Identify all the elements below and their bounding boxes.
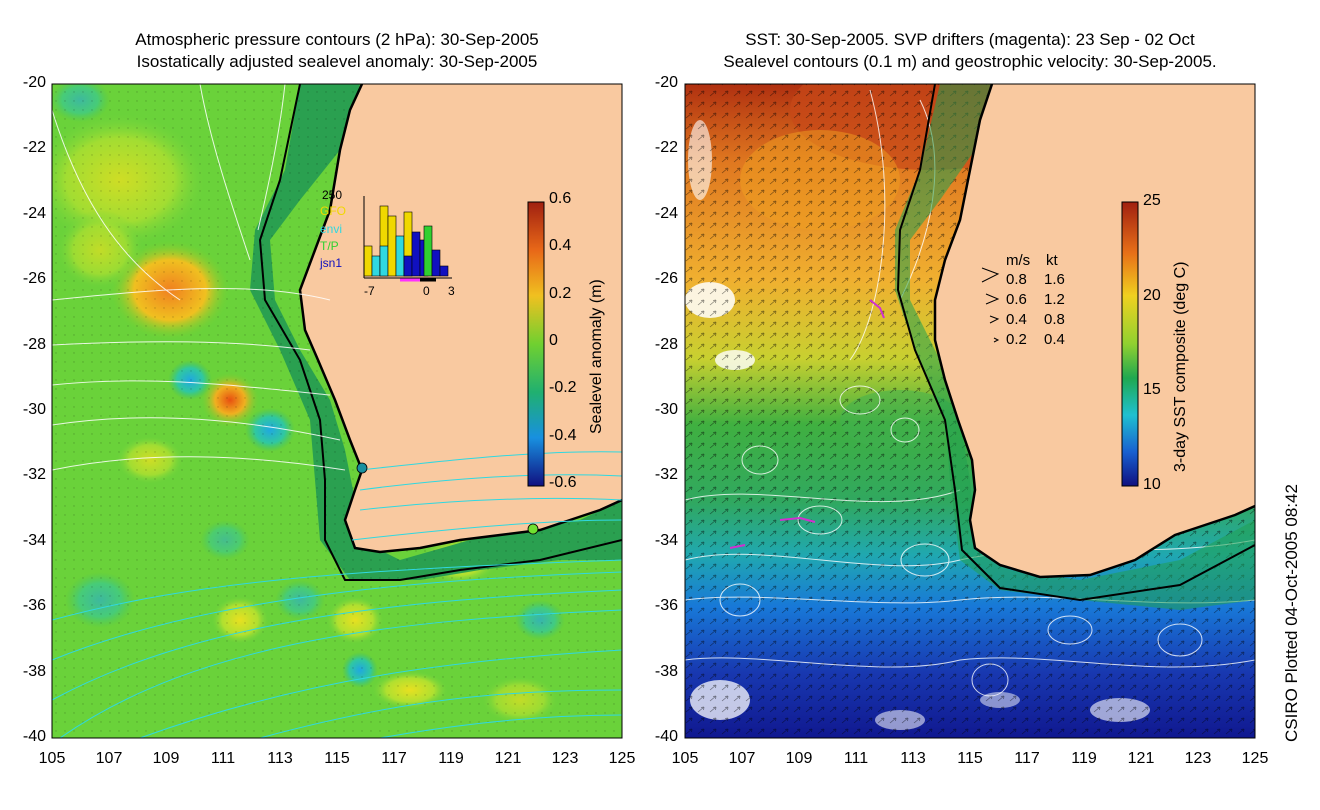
- vel-header-ms: m/s: [1006, 252, 1031, 269]
- right-ytick-10: -40: [654, 728, 678, 745]
- right-xtick-5: 115: [957, 750, 983, 767]
- left-ytick-5: -30: [22, 401, 46, 418]
- left-cb-tick-5: -0.4: [549, 426, 577, 444]
- left-ytick-8: -36: [22, 597, 46, 615]
- left-colorbar-label: Sealevel anomaly (m): [588, 279, 605, 434]
- left-ytick-9: -38: [22, 662, 46, 680]
- left-xtick-10: 125: [608, 750, 636, 767]
- sat-axis-left: -7: [364, 284, 375, 298]
- right-ytick-9: -38: [654, 662, 678, 680]
- right-cb-tick-1: 20: [1143, 286, 1161, 304]
- right-ytick-3: -26: [654, 270, 678, 288]
- right-ytick-1: -22: [654, 139, 678, 157]
- vel-row-2-ms: 0.6: [1006, 291, 1027, 308]
- left-colorbar: [527, 201, 545, 487]
- left-xtick-5: 115: [324, 750, 350, 767]
- vel-row-4-kt: 0.4: [1044, 331, 1065, 348]
- vel-row-1-ms: 0.8: [1006, 271, 1027, 288]
- right-ytick-2: -24: [654, 204, 678, 222]
- right-cb-tick-2: 15: [1143, 381, 1161, 399]
- left-title-line2: Isostatically adjusted sealevel anomaly:…: [136, 52, 538, 71]
- left-xtick-2: 109: [152, 750, 180, 767]
- right-colorbar: [1121, 201, 1139, 487]
- right-xtick-9: 123: [1184, 750, 1212, 767]
- vel-row-2-kt: 1.2: [1044, 291, 1065, 308]
- left-xtick-9: 123: [551, 750, 579, 767]
- left-xtick-3: 111: [210, 750, 236, 767]
- left-cb-tick-2: 0.2: [549, 284, 572, 302]
- left-ytick-2: -24: [22, 204, 46, 222]
- right-xtick-2: 109: [785, 750, 813, 767]
- sat-top-count: 250: [322, 188, 343, 202]
- left-cb-tick-4: -0.2: [549, 379, 577, 397]
- left-ytick-4: -28: [22, 335, 46, 353]
- right-xtick-1: 107: [728, 750, 756, 767]
- left-xtick-6: 117: [381, 750, 407, 767]
- sat-axis-mid: 0: [423, 284, 430, 298]
- right-ytick-6: -32: [654, 466, 678, 484]
- vel-row-4-ms: 0.2: [1006, 331, 1027, 348]
- left-cb-tick-1: 0.4: [549, 237, 572, 255]
- left-cb-tick-0: 0.6: [549, 190, 572, 207]
- sat-axis-right: 3: [448, 284, 455, 298]
- right-ytick-4: -28: [654, 335, 678, 353]
- right-ytick-7: -34: [654, 531, 678, 549]
- left-xtick-8: 121: [494, 750, 522, 767]
- left-ytick-1: -22: [22, 139, 46, 157]
- left-cb-tick-6: -0.6: [549, 474, 577, 491]
- sat-label-envi: envi: [320, 222, 343, 236]
- right-cb-tick-3: 10: [1143, 476, 1161, 493]
- right-xtick-4: 113: [900, 750, 926, 767]
- sat-label-jsn1: jsn1: [320, 256, 343, 270]
- velocity-legend-arrows: [981, 267, 1000, 343]
- vel-row-3-kt: 0.8: [1044, 311, 1065, 328]
- left-ytick-3: -26: [22, 270, 46, 288]
- sat-label-tp: T/P: [320, 239, 339, 253]
- left-ytick-7: -34: [22, 531, 46, 549]
- vel-header-kt: kt: [1046, 252, 1058, 269]
- right-title-line2: Sealevel contours (0.1 m) and geostrophi…: [723, 52, 1217, 71]
- satellite-histogram: [363, 196, 452, 282]
- csiro-plot-stamp: CSIRO Plotted 04-Oct-2005 08:42: [1282, 484, 1301, 742]
- right-cb-tick-0: 25: [1143, 192, 1161, 209]
- left-ytick-0: -20: [22, 74, 46, 91]
- right-xtick-6: 117: [1014, 750, 1040, 767]
- right-xtick-7: 119: [1071, 750, 1097, 767]
- right-xtick-3: 111: [843, 750, 869, 767]
- left-cb-tick-3: 0: [549, 332, 558, 349]
- right-colorbar-label: 3-day SST composite (deg C): [1172, 261, 1189, 472]
- right-ytick-8: -36: [654, 597, 678, 615]
- left-xtick-4: 113: [267, 750, 293, 767]
- left-ytick-10: -40: [22, 728, 46, 745]
- right-xtick-8: 121: [1127, 750, 1155, 767]
- right-ytick-5: -30: [654, 401, 678, 418]
- sat-label-gfo: GFO: [320, 204, 346, 218]
- right-title-line1: SST: 30-Sep-2005. SVP drifters (magenta)…: [745, 30, 1195, 49]
- left-ytick-6: -32: [22, 466, 46, 484]
- left-title-line1: Atmospheric pressure contours (2 hPa): 3…: [135, 30, 539, 49]
- left-xtick-1: 107: [95, 750, 123, 767]
- left-xtick-7: 119: [438, 750, 464, 767]
- right-xtick-10: 125: [1241, 750, 1269, 767]
- vel-row-3-ms: 0.4: [1006, 311, 1027, 328]
- right-map: [685, 84, 1255, 738]
- left-xtick-0: 105: [38, 750, 66, 767]
- vel-row-1-kt: 1.6: [1044, 271, 1065, 288]
- right-ytick-0: -20: [654, 74, 678, 91]
- right-xtick-0: 105: [671, 750, 699, 767]
